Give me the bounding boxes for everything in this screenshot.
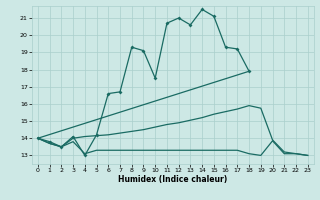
X-axis label: Humidex (Indice chaleur): Humidex (Indice chaleur) xyxy=(118,175,228,184)
